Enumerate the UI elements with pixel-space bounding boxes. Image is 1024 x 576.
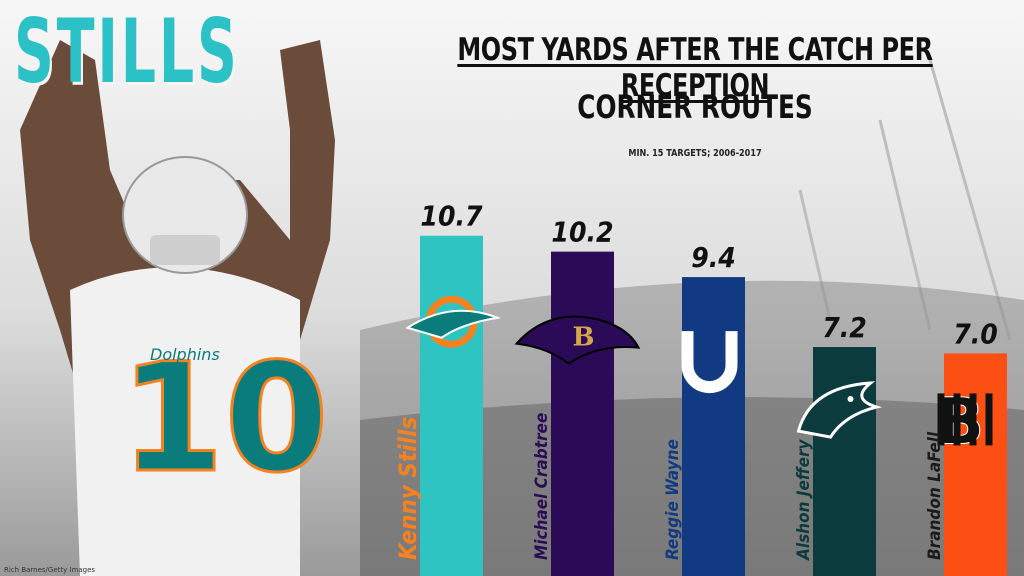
bar-value-label: 10.7 (420, 200, 483, 233)
svg-text:10: 10 (120, 332, 329, 506)
bar-eagles (813, 347, 876, 576)
svg-text:B: B (573, 323, 595, 353)
chart-title: MOST YARDS AFTER THE CATCH PER RECEPTION (457, 32, 933, 104)
player-name-label: Michael Crabtree (532, 413, 552, 560)
svg-text:Dolphins: Dolphins (150, 345, 220, 364)
photo-credit: Rich Barnes/Getty Images (4, 566, 96, 574)
bar-dolphins (420, 235, 483, 576)
bar-value-label: 9.4 (691, 241, 736, 274)
bar-value-label: 10.2 (551, 216, 613, 249)
player-name-label: Brandon LaFell (925, 431, 945, 560)
stills-name-art: STILLS (14, 0, 240, 103)
player-name-label: Kenny Stills (394, 417, 422, 560)
bar-ravens (551, 251, 614, 576)
bar-colts (682, 277, 745, 576)
chart-note: MIN. 15 TARGETS; 2006-2017 (628, 148, 762, 159)
ravens-logo-icon: B (514, 315, 641, 365)
chart-subtitle: CORNER ROUTES (577, 88, 813, 126)
bengals-logo-icon: B (935, 385, 993, 460)
bar-value-label: 7.0 (953, 317, 998, 350)
player-name-label: Reggie Wayne (663, 439, 683, 560)
bar-bengals (944, 353, 1007, 576)
eagles-logo-icon (796, 381, 883, 439)
dolphins-logo-icon (405, 295, 502, 348)
player-name-label: Alshon Jeffery (794, 438, 814, 561)
player-photo: 10 Dolphins (20, 40, 335, 576)
colts-logo-icon (681, 331, 738, 394)
bar-value-label: 7.2 (822, 311, 867, 344)
